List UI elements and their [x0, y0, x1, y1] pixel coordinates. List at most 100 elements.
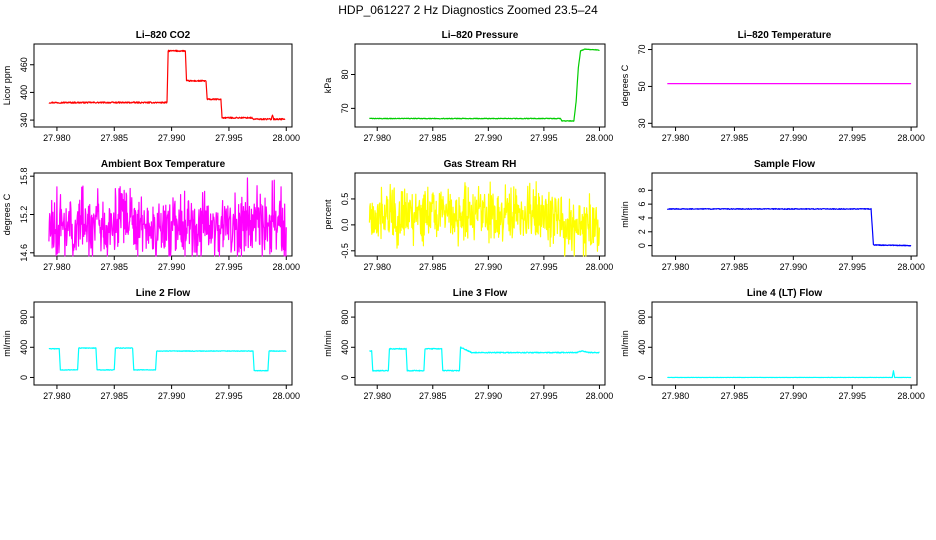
- x-tick-label: 28.000: [897, 391, 925, 401]
- y-tick-label: 800: [340, 310, 350, 325]
- y-tick-label: 400: [340, 340, 350, 355]
- y-tick-label: 6: [637, 202, 647, 207]
- x-tick-label: 27.990: [158, 262, 186, 272]
- y-tick-label: 400: [19, 85, 29, 100]
- x-tick-label: 28.000: [897, 262, 925, 272]
- y-tick-label: 50: [637, 81, 647, 91]
- y-tick-label: 0.5: [340, 193, 350, 206]
- y-axis-label: degrees C: [2, 193, 12, 235]
- y-tick-label: 400: [19, 340, 29, 355]
- x-tick-label: 27.990: [780, 262, 808, 272]
- x-tick-label: 27.990: [475, 391, 503, 401]
- x-tick-label: 27.990: [158, 391, 186, 401]
- y-tick-label: 8: [637, 188, 647, 193]
- y-tick-label: 14.6: [19, 244, 29, 262]
- y-tick-label: 800: [637, 310, 647, 325]
- x-tick-label: 27.980: [363, 262, 391, 272]
- series-line: [368, 181, 601, 257]
- series-line: [369, 346, 600, 372]
- plot-title: Li–820 CO2: [136, 30, 191, 41]
- plot-line-4-flow: Line 4 (LT) Flow 27.980 27.985 27.990 27.995…: [620, 288, 925, 401]
- x-tick-label: 28.000: [586, 262, 614, 272]
- plot-frame: [33, 43, 293, 128]
- x-tick-label: 27.990: [780, 391, 808, 401]
- y-axis-label: ml/min: [2, 330, 12, 357]
- plot-sample-flow: Sample Flow 27.980 27.985 27.990 27.995 28.00…: [620, 159, 925, 272]
- plot-li820-co2: Li–820 CO2 27.980 27.985 27.990 27.995 28.000…: [2, 30, 300, 143]
- y-tick-label: 0: [19, 375, 29, 380]
- x-tick-label: 27.995: [838, 262, 866, 272]
- y-axis-label: percent: [323, 199, 333, 230]
- y-tick-label: 30: [637, 118, 647, 128]
- y-axis-label: ml/min: [620, 330, 630, 357]
- plot-title: Li–820 Temperature: [738, 30, 832, 41]
- plot-title: Li–820 Pressure: [442, 30, 519, 41]
- plot-frame: [651, 301, 918, 386]
- x-tick-label: 27.990: [475, 262, 503, 272]
- y-axis-label: Licor ppm: [2, 66, 12, 106]
- x-tick-label: 27.995: [215, 133, 243, 143]
- x-tick-label: 27.980: [662, 262, 690, 272]
- plot-frame: [354, 301, 606, 386]
- plot-title: Line 3 Flow: [453, 288, 508, 299]
- x-tick-label: 27.995: [838, 133, 866, 143]
- y-tick-label: 340: [19, 113, 29, 128]
- x-tick-label: 27.995: [530, 133, 558, 143]
- plot-frame: [354, 43, 606, 128]
- x-tick-label: 27.980: [43, 133, 71, 143]
- plot-li820-pressure: Li–820 Pressure 27.980 27.985 27.990 27.995 2…: [323, 30, 613, 143]
- y-axis-label: kPa: [323, 78, 333, 94]
- series-line: [48, 177, 287, 257]
- plot-title: Gas Stream RH: [444, 159, 517, 170]
- plot-gas-stream-rh: Gas Stream RH 27.980 27.985 27.990 27.995 28.…: [323, 159, 613, 272]
- y-tick-label: 70: [340, 103, 350, 113]
- y-tick-label: -0.5: [340, 243, 350, 259]
- plot-frame: [651, 43, 918, 128]
- y-tick-label: 0: [637, 375, 647, 380]
- x-tick-label: 27.995: [215, 391, 243, 401]
- x-tick-label: 27.980: [662, 133, 690, 143]
- plot-frame: [651, 172, 918, 257]
- y-tick-label: 80: [340, 69, 350, 79]
- x-tick-label: 27.985: [101, 391, 129, 401]
- x-tick-label: 28.000: [273, 391, 301, 401]
- y-tick-label: 15.8: [19, 167, 29, 185]
- plot-title: Sample Flow: [754, 159, 815, 170]
- x-tick-label: 28.000: [586, 391, 614, 401]
- x-tick-label: 27.985: [419, 262, 447, 272]
- x-tick-label: 27.985: [721, 262, 749, 272]
- x-tick-label: 27.980: [43, 262, 71, 272]
- x-tick-label: 27.985: [419, 391, 447, 401]
- series-line: [48, 347, 287, 372]
- y-tick-label: 400: [637, 340, 647, 355]
- x-tick-label: 28.000: [273, 262, 301, 272]
- x-tick-label: 27.980: [43, 391, 71, 401]
- plot-line-3-flow: Line 3 Flow 27.980 27.985 27.990 27.995 28.00…: [323, 288, 613, 401]
- plot-frame: [33, 301, 293, 386]
- y-tick-label: 0.0: [340, 219, 350, 232]
- y-axis-label: degrees C: [620, 64, 630, 106]
- x-tick-label: 27.980: [363, 133, 391, 143]
- x-tick-label: 27.985: [721, 133, 749, 143]
- x-tick-label: 28.000: [897, 133, 925, 143]
- y-tick-label: 15.2: [19, 206, 29, 224]
- series-line: [666, 207, 912, 247]
- x-tick-label: 28.000: [273, 133, 301, 143]
- x-tick-label: 27.985: [101, 133, 129, 143]
- y-tick-label: 70: [637, 45, 647, 55]
- x-tick-label: 27.990: [475, 133, 503, 143]
- plot-title: Line 4 (LT) Flow: [747, 288, 823, 299]
- y-tick-label: 800: [19, 310, 29, 325]
- x-tick-label: 27.985: [101, 262, 129, 272]
- plot-line-2-flow: Line 2 Flow 27.980 27.985 27.990 27.995 28.00…: [2, 288, 300, 401]
- plot-frame: [354, 172, 606, 257]
- x-tick-label: 27.985: [419, 133, 447, 143]
- y-tick-label: 0: [340, 375, 350, 380]
- x-tick-label: 27.995: [838, 391, 866, 401]
- plot-li820-temperature: Li–820 Temperature 27.980 27.985 27.990 27.9…: [620, 30, 925, 143]
- x-tick-label: 27.990: [780, 133, 808, 143]
- series-line: [667, 370, 912, 379]
- series-line: [369, 48, 600, 122]
- y-tick-label: 4: [637, 215, 647, 220]
